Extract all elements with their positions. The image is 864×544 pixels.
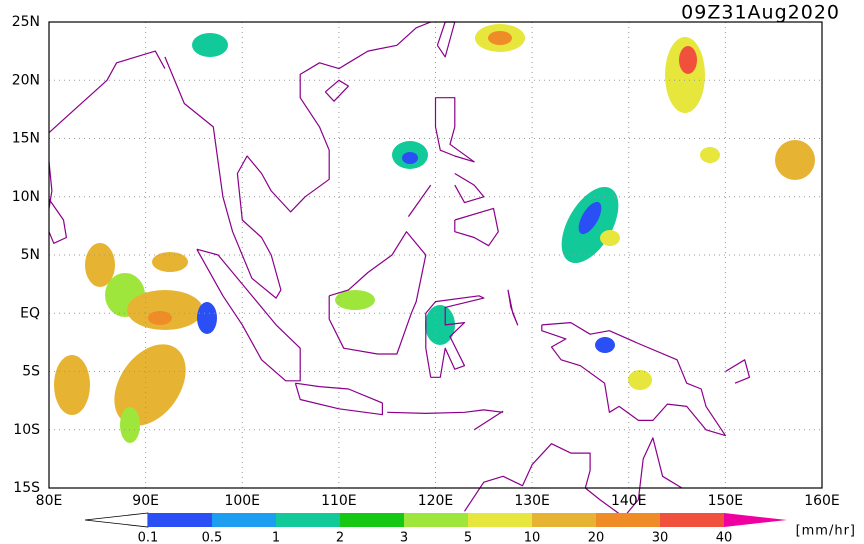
colorbar-label: 0.5 xyxy=(202,531,223,544)
coastline xyxy=(196,248,301,382)
colorbar-segment xyxy=(276,513,340,527)
rain-field xyxy=(54,24,815,443)
coastline xyxy=(294,382,383,416)
lon-label: 120E xyxy=(418,493,454,509)
coastline xyxy=(387,409,504,414)
lat-label: 5S xyxy=(22,364,40,380)
coastline xyxy=(541,322,726,437)
lat-label: 25N xyxy=(12,14,40,30)
colorbar-segment xyxy=(660,513,724,527)
coastline xyxy=(463,437,683,518)
coastline xyxy=(407,184,432,217)
timestamp: 09Z31Aug2020 xyxy=(681,2,840,24)
lon-label: 160E xyxy=(804,493,840,509)
coastline xyxy=(164,21,431,299)
lon-label: 130E xyxy=(514,493,550,509)
colorbar-segment xyxy=(340,513,404,527)
coastlines xyxy=(48,21,751,518)
map-frame xyxy=(48,21,823,489)
colorbar-label: 30 xyxy=(652,531,669,544)
lon-label: 110E xyxy=(321,493,357,509)
colorbar-label: 40 xyxy=(716,531,733,544)
coastline xyxy=(425,295,485,378)
colorbar-unit: [mm/hr] xyxy=(796,524,856,539)
colorbar-segment xyxy=(404,513,468,527)
lon-label: 140E xyxy=(611,493,647,509)
coastline xyxy=(454,172,485,204)
lat-label: EQ xyxy=(20,305,40,321)
coastline xyxy=(324,79,350,102)
coastline xyxy=(507,289,519,326)
colorbar-under xyxy=(84,512,149,528)
lon-label: 80E xyxy=(36,493,63,509)
coastline xyxy=(328,231,427,355)
colorbar-label: 0.1 xyxy=(138,531,159,544)
colorbar: 0.1 0.5 1 2 3 5 10 20 30 40 xyxy=(84,512,787,544)
colorbar-label: 2 xyxy=(336,531,344,544)
coastline xyxy=(473,410,504,431)
lat-label: 10S xyxy=(13,422,40,438)
lat-label: 20N xyxy=(12,72,40,88)
colorbar-segment xyxy=(596,513,660,527)
colorbar-label: 5 xyxy=(464,531,472,544)
lat-label: 15N xyxy=(12,131,40,147)
colorbar-label: 10 xyxy=(524,531,541,544)
colorbar-label: 3 xyxy=(400,531,408,544)
coastline xyxy=(48,50,166,134)
lat-label: 5N xyxy=(21,247,40,263)
coastline xyxy=(434,97,475,163)
lon-label: 90E xyxy=(132,493,159,509)
lon-label: 100E xyxy=(224,493,260,509)
colorbar-segment xyxy=(532,513,596,527)
coastline xyxy=(48,161,53,209)
lat-label: 15S xyxy=(13,480,40,496)
lat-label: 10N xyxy=(12,189,40,205)
lon-label: 150E xyxy=(708,493,744,509)
coastline xyxy=(725,359,751,384)
colorbar-segment xyxy=(148,513,212,527)
colorbar-over xyxy=(724,513,787,527)
coastline xyxy=(48,198,67,244)
colorbar-label: 20 xyxy=(588,531,605,544)
colorbar-segment xyxy=(468,513,532,527)
coastline xyxy=(454,207,499,247)
colorbar-segment xyxy=(212,513,276,527)
colorbar-label: 1 xyxy=(272,531,280,544)
